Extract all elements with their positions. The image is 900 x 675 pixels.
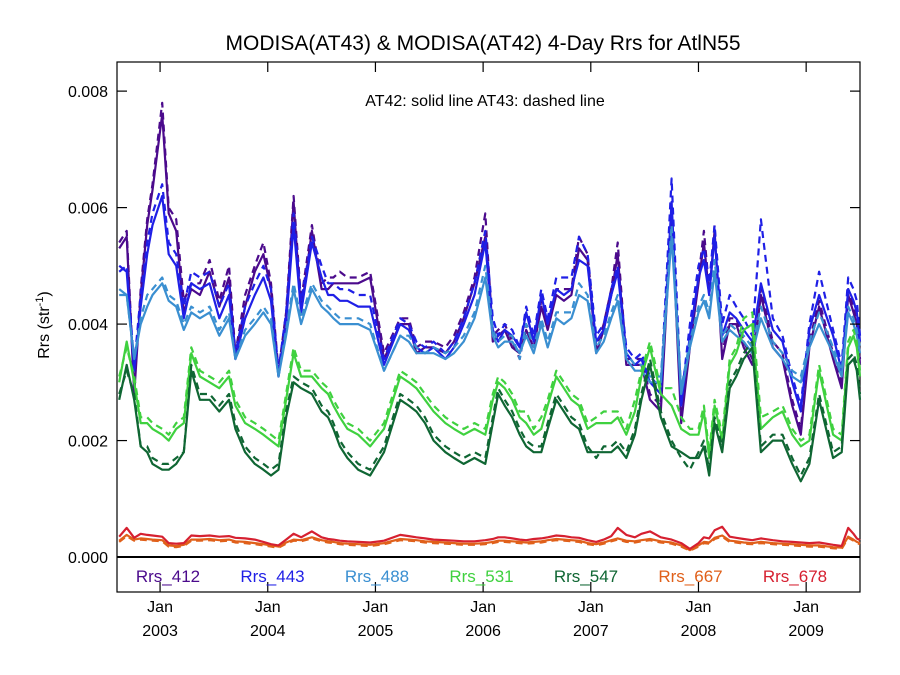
x-tick-label-month: Jan <box>578 599 604 616</box>
x-tick-label-year: 2004 <box>250 623 286 640</box>
legend: Rrs_412 Rrs_443 Rrs_488 Rrs_531 Rrs_547 Rrs_6… <box>136 567 827 586</box>
series-line-rrs-488 <box>118 235 862 396</box>
legend-item: Rrs_412 <box>136 567 200 586</box>
x-tick-label-month: Jan <box>793 599 819 616</box>
y-tick-label: 0.004 <box>68 317 108 334</box>
x-tick-label-year: 2008 <box>681 623 717 640</box>
x-tick-label-year: 2005 <box>358 623 394 640</box>
legend-item: Rrs_443 <box>240 567 304 586</box>
x-tick-label-month: Jan <box>147 599 173 616</box>
axis-layer: 0.000 0.002 0.004 0.006 0.008 Jan 2003 Jan 2004 J… <box>68 62 860 640</box>
y-axis-label-close: ) <box>36 291 53 296</box>
y-tick-label: 0.006 <box>68 201 108 218</box>
x-tick-label-year: 2007 <box>573 623 609 640</box>
y-tick-label: 0.008 <box>68 84 108 101</box>
x-tick-label-month: Jan <box>255 599 281 616</box>
y-axis-label: Rrs (str-1) <box>34 291 53 359</box>
plot-frame <box>116 61 861 593</box>
series-line-rrs-667-at43 <box>118 534 861 552</box>
y-axis-label-superscript: -1 <box>34 297 46 307</box>
chart-title: MODISA(AT43) & MODISA(AT42) 4-Day Rrs fo… <box>226 32 741 55</box>
series-line-rrs-547-at43 <box>118 340 862 477</box>
series-line-rrs-531-at43 <box>118 311 862 454</box>
line-style-annotation: AT42: solid line AT43: dashed line <box>365 93 605 110</box>
x-tick-label-month: Jan <box>363 599 389 616</box>
y-tick-label: 0.002 <box>68 434 108 451</box>
series-line-rrs-667 <box>118 533 861 552</box>
series-line-rrs-531 <box>118 323 862 460</box>
series-line-rrs-547 <box>118 346 862 483</box>
legend-item: Rrs_531 <box>449 567 513 586</box>
x-tick-label-year: 2009 <box>788 623 824 640</box>
legend-item: Rrs_547 <box>554 567 618 586</box>
x-tick-label-month: Jan <box>686 599 712 616</box>
series-line-rrs-443-at43 <box>118 177 862 407</box>
x-tick-label-month: Jan <box>470 599 496 616</box>
series-line-rrs-678 <box>118 525 861 551</box>
y-axis-label-text: Rrs (str <box>36 306 53 359</box>
x-tick-label-year: 2006 <box>465 623 501 640</box>
legend-item: Rrs_667 <box>658 567 722 586</box>
x-tick-label-year: 2003 <box>142 623 178 640</box>
y-tick-label: 0.000 <box>68 550 108 567</box>
plot-border <box>116 61 861 593</box>
legend-item: Rrs_488 <box>345 567 409 586</box>
series-layer <box>118 101 862 552</box>
legend-item: Rrs_678 <box>763 567 827 586</box>
